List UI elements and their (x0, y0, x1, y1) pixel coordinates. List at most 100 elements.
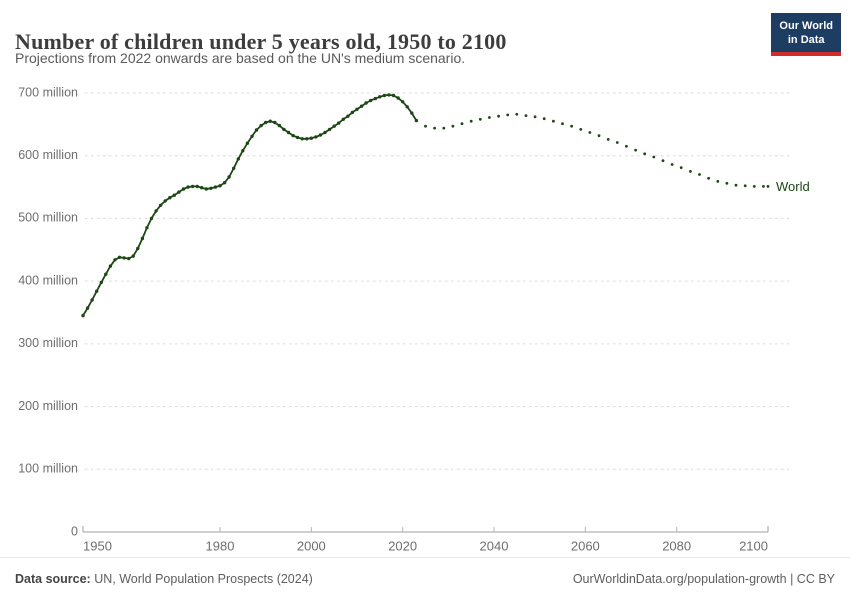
data-point (218, 184, 222, 188)
projection-dot (524, 114, 528, 117)
data-point (200, 186, 204, 190)
projection-dot (579, 127, 583, 131)
data-point (172, 193, 176, 197)
data-point (337, 121, 341, 125)
data-point (341, 117, 345, 122)
projection-dot (670, 163, 674, 166)
x-tick-label: 2060 (571, 539, 600, 554)
data-point (268, 119, 272, 123)
projection-dot (451, 124, 455, 128)
owid-logo-line1: Our World (779, 20, 833, 32)
projection-dot (734, 183, 738, 187)
projection-dot (542, 117, 546, 121)
projection-dot (716, 180, 720, 183)
projection-dot (415, 119, 418, 122)
series-label-world[interactable]: World (776, 179, 810, 194)
y-tick-label: 200 million (18, 399, 78, 413)
world-line-historical (82, 94, 418, 317)
data-point (95, 289, 99, 293)
data-point (163, 199, 167, 203)
data-point (259, 123, 263, 128)
projection-dot (643, 152, 647, 156)
data-point (236, 157, 240, 161)
x-tick-label: 2080 (662, 539, 691, 554)
data-point (314, 135, 318, 139)
data-point (355, 107, 359, 112)
data-point (145, 226, 149, 230)
projection-dot (506, 113, 510, 117)
data-point (122, 256, 126, 260)
data-point (177, 190, 181, 194)
projection-dot (488, 116, 491, 119)
projection-dot (634, 148, 637, 152)
data-point (127, 256, 131, 261)
data-point (382, 93, 387, 98)
data-point (254, 128, 259, 132)
projection-dot (689, 170, 692, 173)
projection-dot (606, 138, 610, 141)
projection-dot (661, 159, 665, 163)
data-source-label: Data source: (15, 571, 91, 586)
data-point (364, 101, 368, 105)
data-point (391, 93, 396, 98)
data-point (81, 313, 85, 318)
projection-dot (725, 181, 729, 185)
data-point (250, 134, 254, 138)
projection-dot (652, 155, 656, 159)
data-point (291, 133, 295, 138)
x-tick-label: 1980 (206, 539, 235, 554)
owid-logo[interactable]: Our World in Data (771, 13, 841, 56)
y-tick-label: 300 million (18, 336, 78, 350)
data-point (113, 258, 117, 262)
projection-dot (625, 144, 628, 148)
y-tick-label: 500 million (18, 211, 78, 225)
data-point (346, 114, 350, 118)
data-point (369, 98, 373, 103)
x-tick-label: 2040 (480, 539, 509, 554)
x-tick-label: 2000 (297, 539, 326, 554)
projection-dot (743, 184, 747, 188)
x-tick-label: 2020 (388, 539, 417, 554)
data-point (140, 236, 145, 241)
data-point (264, 120, 268, 125)
data-point (350, 110, 355, 115)
data-point (323, 130, 327, 135)
data-point (168, 196, 172, 200)
data-point (396, 96, 400, 100)
data-point (149, 216, 154, 221)
data-source-text: UN, World Population Prospects (2024) (90, 571, 313, 586)
projection-dot (442, 126, 446, 130)
data-point (332, 124, 336, 128)
data-point (104, 272, 108, 276)
data-point (401, 100, 405, 104)
data-point (309, 136, 313, 140)
data-point (241, 149, 245, 153)
data-point (282, 127, 286, 132)
y-tick-label: 0 (71, 524, 78, 538)
data-point (195, 184, 199, 189)
y-tick-label: 700 million (18, 85, 78, 99)
data-point (222, 181, 227, 185)
data-point (204, 187, 208, 191)
credit-link[interactable]: OurWorldinData.org/population-growth | C… (572, 571, 835, 586)
data-point (245, 141, 250, 145)
projection-dot (515, 112, 519, 116)
data-point (373, 96, 377, 101)
data-point (136, 246, 140, 251)
data-point (181, 187, 186, 191)
page-title: Number of children under 5 years old, 19… (15, 28, 507, 54)
projection-dot (469, 119, 473, 123)
data-point (273, 120, 277, 125)
projection-dot (533, 115, 537, 119)
data-point (227, 175, 231, 179)
projection-dot (698, 173, 701, 176)
data-point (190, 184, 195, 189)
data-point (305, 137, 309, 141)
y-tick-label: 100 million (18, 462, 78, 476)
data-point (300, 137, 304, 141)
projection-dot (433, 126, 436, 130)
data-point (154, 209, 158, 213)
projection-dot (424, 124, 427, 128)
data-point (378, 95, 382, 99)
